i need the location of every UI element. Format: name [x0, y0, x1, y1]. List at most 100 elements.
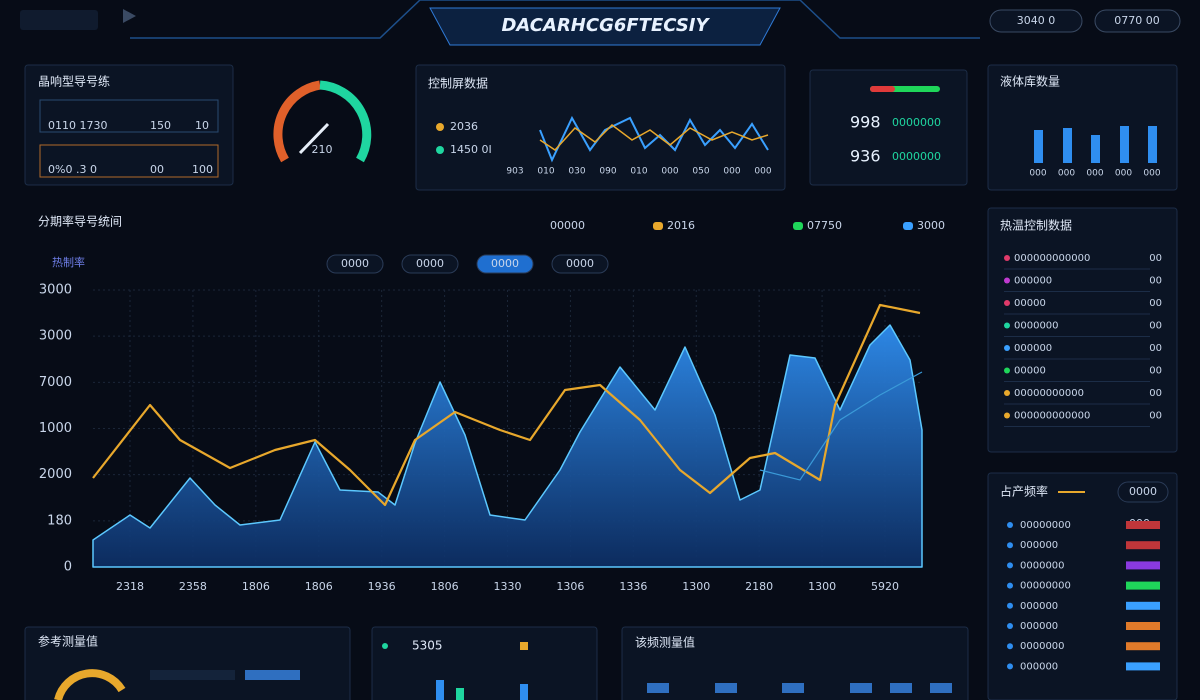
wave-panel [415, 64, 786, 191]
row-bar [1126, 601, 1160, 610]
x-label: 1936 [368, 580, 396, 593]
header-button-left-label: 3040 0 [1017, 14, 1056, 27]
tag [890, 683, 912, 693]
legend-swatch [653, 222, 663, 230]
row-dot [1004, 367, 1010, 374]
bottom-mini-bar [520, 684, 528, 700]
wave-line [539, 124, 769, 151]
bottom-panel [621, 626, 969, 700]
row-label: 0000000 [1020, 560, 1065, 571]
row-bar [1126, 622, 1160, 630]
row-dot [1004, 322, 1010, 329]
row-dot [1004, 277, 1010, 284]
filter-button-label: 0000 [566, 257, 594, 270]
row-label: 000000000000 [1014, 411, 1090, 422]
header-button-left[interactable] [989, 9, 1083, 33]
x-label: 1336 [619, 580, 647, 593]
list-title: 热温控制数据 [1000, 218, 1072, 233]
row-value: 00 [1149, 321, 1162, 332]
legend-dot [520, 642, 528, 650]
bars-x-labels: 000 000 000 000 000 [1029, 169, 1160, 179]
bottom-mini-bar [456, 688, 464, 700]
wave-line [539, 115, 769, 163]
bottom-tags [647, 683, 952, 693]
row-bar [1126, 642, 1160, 651]
row-label: 00000000000 [1014, 388, 1084, 399]
x-label: 000 [661, 167, 678, 177]
y-label: 180 [47, 513, 72, 528]
row-value: 00 [1149, 388, 1162, 399]
ranking-title: 占产频率 [1000, 484, 1048, 499]
status-cell: 0110 1730 [48, 119, 108, 132]
row-label: 00000000 [1020, 581, 1071, 592]
filter-button-label: 0000 [416, 257, 444, 270]
row-bar [1126, 581, 1160, 590]
row-dot [1004, 412, 1010, 419]
row-dot [1007, 542, 1013, 549]
ranking-button[interactable] [1117, 481, 1169, 503]
y-label: 3000 [39, 283, 72, 298]
row-label: 00000 [1014, 298, 1046, 309]
x-label: 030 [568, 167, 585, 177]
row-value: 00 [1149, 411, 1162, 422]
gauge-needle [298, 122, 330, 155]
x-label: 000 [1029, 169, 1046, 179]
bottom-panel [371, 626, 598, 700]
status-row-box [39, 144, 219, 178]
legend-dot [436, 146, 444, 154]
legend-label: 00000 [550, 219, 585, 232]
row-bar [1126, 541, 1160, 550]
main-thin-line [759, 371, 923, 481]
mini-bar [1091, 135, 1100, 163]
status-cell: 0%0 .3 0 [48, 163, 97, 176]
row-dot [1004, 390, 1010, 396]
row-dot [1007, 562, 1013, 569]
wave-title: 控制屏数据 [428, 76, 488, 91]
legend-label: 07750 [807, 219, 842, 232]
status-cell: 10 [195, 119, 209, 132]
filter-button[interactable] [401, 254, 459, 274]
legend-label: 2016 [667, 219, 695, 232]
header-button-right[interactable] [1094, 9, 1181, 33]
x-label: 010 [630, 167, 647, 177]
x-label: 1806 [431, 580, 459, 593]
row-bar [1126, 521, 1160, 529]
x-label: 010 [537, 167, 554, 177]
x-label: 1806 [242, 580, 270, 593]
main-subtitle: 热制率 [52, 255, 85, 269]
count-value: 936 [850, 147, 881, 166]
tag [715, 683, 737, 693]
x-label: 000 [1143, 169, 1160, 179]
y-label: 1000 [39, 421, 72, 436]
row-label: 000000 [1020, 540, 1058, 551]
legend-swatch [903, 222, 913, 230]
row-label: 000000 [1020, 661, 1058, 672]
row-dot [1007, 643, 1013, 650]
tag [930, 683, 952, 693]
tag [850, 683, 872, 693]
filter-button[interactable] [476, 254, 534, 274]
ranking-rows: 0000000000000000000000000000000000000000… [1007, 520, 1160, 672]
row-dot [1004, 255, 1010, 261]
x-label: 000 [1058, 169, 1075, 179]
bottom-gauge [54, 669, 126, 700]
bottom-bar [245, 670, 300, 680]
row-label: 00000000 [1020, 520, 1071, 531]
y-label: 7000 [39, 375, 72, 390]
mini-bar [1063, 128, 1072, 163]
y-label: 0 [64, 560, 72, 575]
row-value: 00 [1149, 253, 1162, 264]
x-label: 2180 [745, 580, 773, 593]
gauge-value: 210 [312, 143, 333, 156]
filter-button[interactable] [326, 254, 384, 274]
status-title: 晶响型导号练 [38, 74, 110, 89]
filter-button[interactable] [551, 254, 609, 274]
header-frame [130, 0, 980, 39]
play-icon [123, 9, 136, 23]
x-label: 5920 [871, 580, 899, 593]
main-area [92, 324, 923, 568]
row-dot [1004, 300, 1010, 306]
bottom-panel [24, 626, 351, 700]
row-dot [1007, 663, 1013, 670]
